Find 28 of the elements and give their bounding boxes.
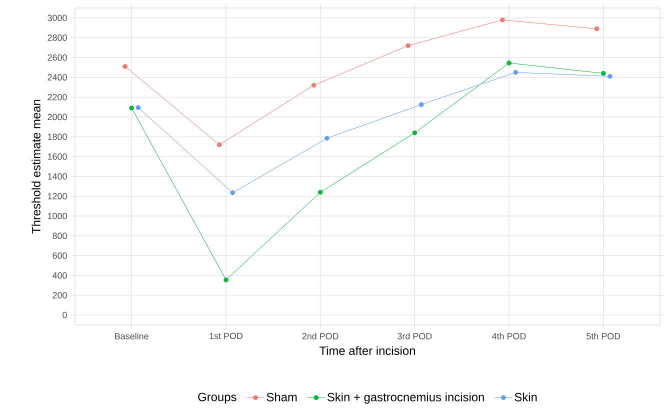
y-tick-label: 0 xyxy=(62,312,67,318)
y-tick-label: 2000 xyxy=(48,114,67,120)
legend-label: Skin xyxy=(514,392,537,402)
y-tick-label: 400 xyxy=(52,272,67,279)
y-tick-label: 1200 xyxy=(48,193,67,200)
x-tick-label: 4th POD xyxy=(492,332,526,340)
legend-label: Sham xyxy=(266,392,297,402)
y-tick-label: 600 xyxy=(52,252,67,259)
y-tick-label: 3000 xyxy=(48,14,67,22)
x-axis-title: Time after incision xyxy=(319,346,415,355)
y-tick-label: 2200 xyxy=(48,94,67,100)
legend-title: Groups xyxy=(198,392,236,404)
y-tick-label: 800 xyxy=(52,232,67,240)
y-tick-label: 1800 xyxy=(48,134,67,140)
y-tick-label: 1400 xyxy=(48,173,67,180)
x-tick-label: 2nd POD xyxy=(302,332,338,340)
y-tick-label: 2400 xyxy=(48,74,67,81)
y-tick-label: 2600 xyxy=(48,54,67,61)
x-tick-label: 1st POD xyxy=(210,332,242,340)
x-tick-label: 3rd POD xyxy=(398,332,432,340)
y-tick-label: 1000 xyxy=(48,212,67,220)
y-tick-label: 2800 xyxy=(48,34,67,41)
x-tick-label: Baseline xyxy=(115,332,148,340)
y-tick-label: 200 xyxy=(52,292,67,298)
y-tick-label: 1600 xyxy=(48,153,67,160)
x-tick-label: 5th POD xyxy=(586,332,620,340)
legend-label: Skin + gastrocnemius incision xyxy=(327,392,484,404)
y-axis-title: Threshold estimate mean xyxy=(32,100,40,234)
